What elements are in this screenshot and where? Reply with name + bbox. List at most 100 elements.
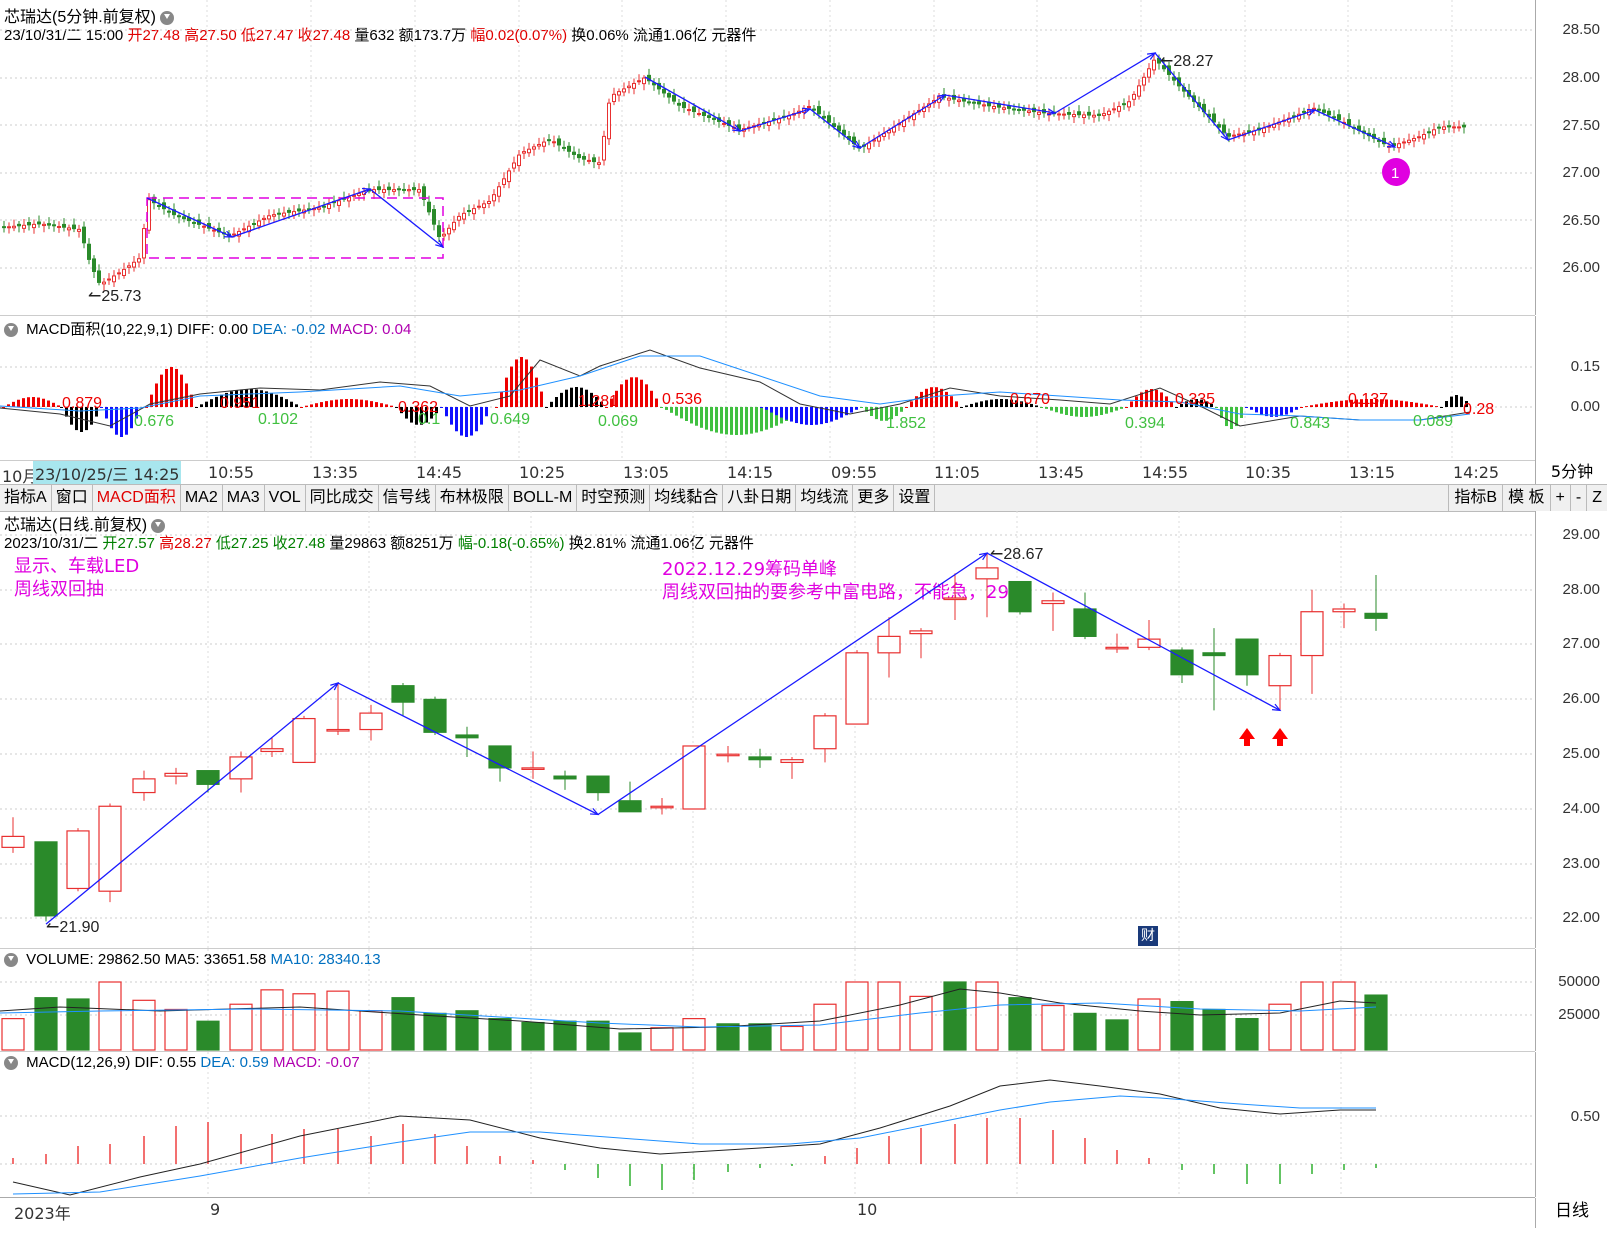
macd-area-bar	[125, 407, 128, 435]
intraday-title-row: 芯瑞达(5分钟.前复权)	[4, 3, 178, 27]
tab-ma-converge[interactable]: 均线黏合	[650, 485, 724, 511]
date-label: 2023年	[14, 1204, 71, 1223]
volume-bar	[260, 989, 284, 1051]
candle-body	[1364, 612, 1388, 619]
tab-settings[interactable]: 设置	[894, 485, 936, 511]
macd-area-bar	[120, 407, 123, 437]
candle-body	[780, 759, 804, 764]
period-label[interactable]: 5分钟	[1535, 459, 1607, 484]
time-axis: 10月 23/10/25/三 14:25 10:55 13:35 14:45 1…	[0, 461, 1535, 486]
zoom-out-button[interactable]: -	[1569, 485, 1586, 511]
macd-area-bar	[760, 407, 763, 432]
ytick: 0.15	[1570, 358, 1600, 375]
macd-area-bar	[580, 387, 583, 407]
macd-area-value: 0.089	[1413, 413, 1453, 430]
candle-body	[1067, 112, 1071, 115]
volume-panel[interactable]: VOLUME: 29862.50 MA5: 33651.58 MA10: 283…	[0, 949, 1535, 1052]
macd-area-bar	[1155, 389, 1158, 407]
macd-area-bar	[565, 389, 568, 407]
tab-bollinger-limit[interactable]: 布林极限	[436, 485, 509, 511]
candle-body	[1442, 126, 1446, 130]
candle-body	[177, 215, 181, 218]
candle-body	[402, 188, 406, 191]
tab-signal-line[interactable]: 信号线	[379, 485, 436, 511]
note-line: 显示、车载LED	[14, 556, 140, 577]
tab-ma3[interactable]: MA3	[223, 485, 265, 511]
macd-area-bar	[950, 396, 953, 407]
macd-area-panel[interactable]: MACD面积(10,22,9,1) DIFF: 0.00 DEA: -0.02 …	[0, 316, 1535, 461]
macd-area-bar	[785, 407, 788, 420]
macd-chart[interactable]	[0, 1052, 1535, 1197]
arrow-head	[1220, 132, 1229, 142]
macd-area-bar	[1215, 407, 1218, 408]
candle-body	[132, 261, 136, 268]
candle-body	[612, 93, 616, 103]
intraday-candles[interactable]: ↼28.27 ↼25.73 1	[0, 0, 1535, 315]
template-button[interactable]: 模 板	[1502, 485, 1549, 511]
tab-ma2[interactable]: MA2	[181, 485, 223, 511]
dea-line	[12, 1095, 1376, 1195]
vol-value: 632	[369, 27, 395, 44]
volume-bars[interactable]	[0, 949, 1535, 1051]
candle-body	[1105, 646, 1129, 650]
candle-body	[327, 203, 331, 210]
close-value: 27.48	[312, 27, 351, 44]
dropdown-icon[interactable]	[4, 323, 18, 338]
macd-area-bar	[735, 407, 738, 435]
tab-ma-flow[interactable]: 均线流	[796, 485, 854, 511]
daily-candles[interactable]: ↼28.67 ↼21.90	[0, 511, 1535, 948]
macd-panel[interactable]: MACD(12,26,9) DIF: 0.55 DEA: 0.59 MACD: …	[0, 1052, 1535, 1198]
macd-area-bar	[325, 401, 328, 407]
dropdown-icon[interactable]	[160, 10, 175, 25]
macd-area-bar	[275, 394, 278, 407]
macd-area-bar	[280, 396, 283, 407]
tab-macd-area[interactable]: MACD面积	[93, 485, 181, 511]
low-mark-label: ↼25.73	[88, 288, 142, 305]
macd-area-bar	[1115, 407, 1118, 411]
daily-period-label[interactable]: 日线	[1535, 1198, 1607, 1228]
candle-body	[1122, 103, 1126, 106]
tab-bagua-date[interactable]: 八卦日期	[723, 485, 797, 511]
macd-area-bar	[1110, 407, 1113, 413]
volume-bar	[423, 1012, 447, 1051]
volume-bar	[943, 981, 967, 1051]
indicator-b-button[interactable]: 指标B	[1448, 485, 1502, 511]
time-label: 13:45	[1038, 463, 1085, 482]
macd-area-bar	[875, 407, 878, 420]
turnover: 换2.81%	[568, 535, 627, 552]
tab-indicator-a[interactable]: 指标A	[0, 485, 52, 511]
tab-vol[interactable]: VOL	[265, 485, 306, 511]
candle-body	[712, 117, 716, 120]
dropdown-icon[interactable]	[4, 1056, 18, 1071]
macd-area-bar	[885, 407, 888, 421]
candle-body	[132, 778, 156, 794]
macd-area-bar	[515, 359, 518, 407]
tab-time-forecast[interactable]: 时空预测	[577, 485, 651, 511]
candle-body	[1332, 116, 1336, 119]
dropdown-icon[interactable]	[4, 953, 18, 968]
tab-more[interactable]: 更多	[853, 485, 895, 511]
candle-body	[212, 229, 216, 232]
candle-body	[1142, 76, 1146, 86]
dropdown-icon[interactable]	[151, 518, 166, 533]
volume-bar	[586, 1020, 610, 1051]
finance-badge[interactable]: 财	[1138, 926, 1158, 946]
tab-yoy-volume[interactable]: 同比成交	[306, 485, 379, 511]
candle-body	[37, 221, 41, 225]
volume-bar	[877, 981, 901, 1051]
zoom-z-button[interactable]: Z	[1586, 485, 1607, 511]
zoom-in-button[interactable]: +	[1549, 485, 1570, 511]
macd-area-value: 1.852	[886, 415, 926, 432]
macd-area-bar	[195, 407, 198, 408]
arrow-head	[1271, 703, 1282, 712]
candle-body	[377, 186, 381, 191]
candle-body	[2, 226, 6, 229]
macd-area-bar	[485, 407, 488, 417]
daily-chart-panel[interactable]: 芯瑞达(日线.前复权) 2023/10/31/二 开27.57 高28.27 低…	[0, 511, 1535, 949]
macd-area-bar	[1360, 399, 1363, 407]
tab-boll-m[interactable]: BOLL-M	[509, 485, 578, 511]
tab-window[interactable]: 窗口	[52, 485, 93, 511]
high-mark-label: ↼28.27	[1160, 53, 1214, 70]
intraday-chart-panel[interactable]: 芯瑞达(5分钟.前复权) 23/10/31/二 15:00 开27.48 高27…	[0, 0, 1535, 316]
